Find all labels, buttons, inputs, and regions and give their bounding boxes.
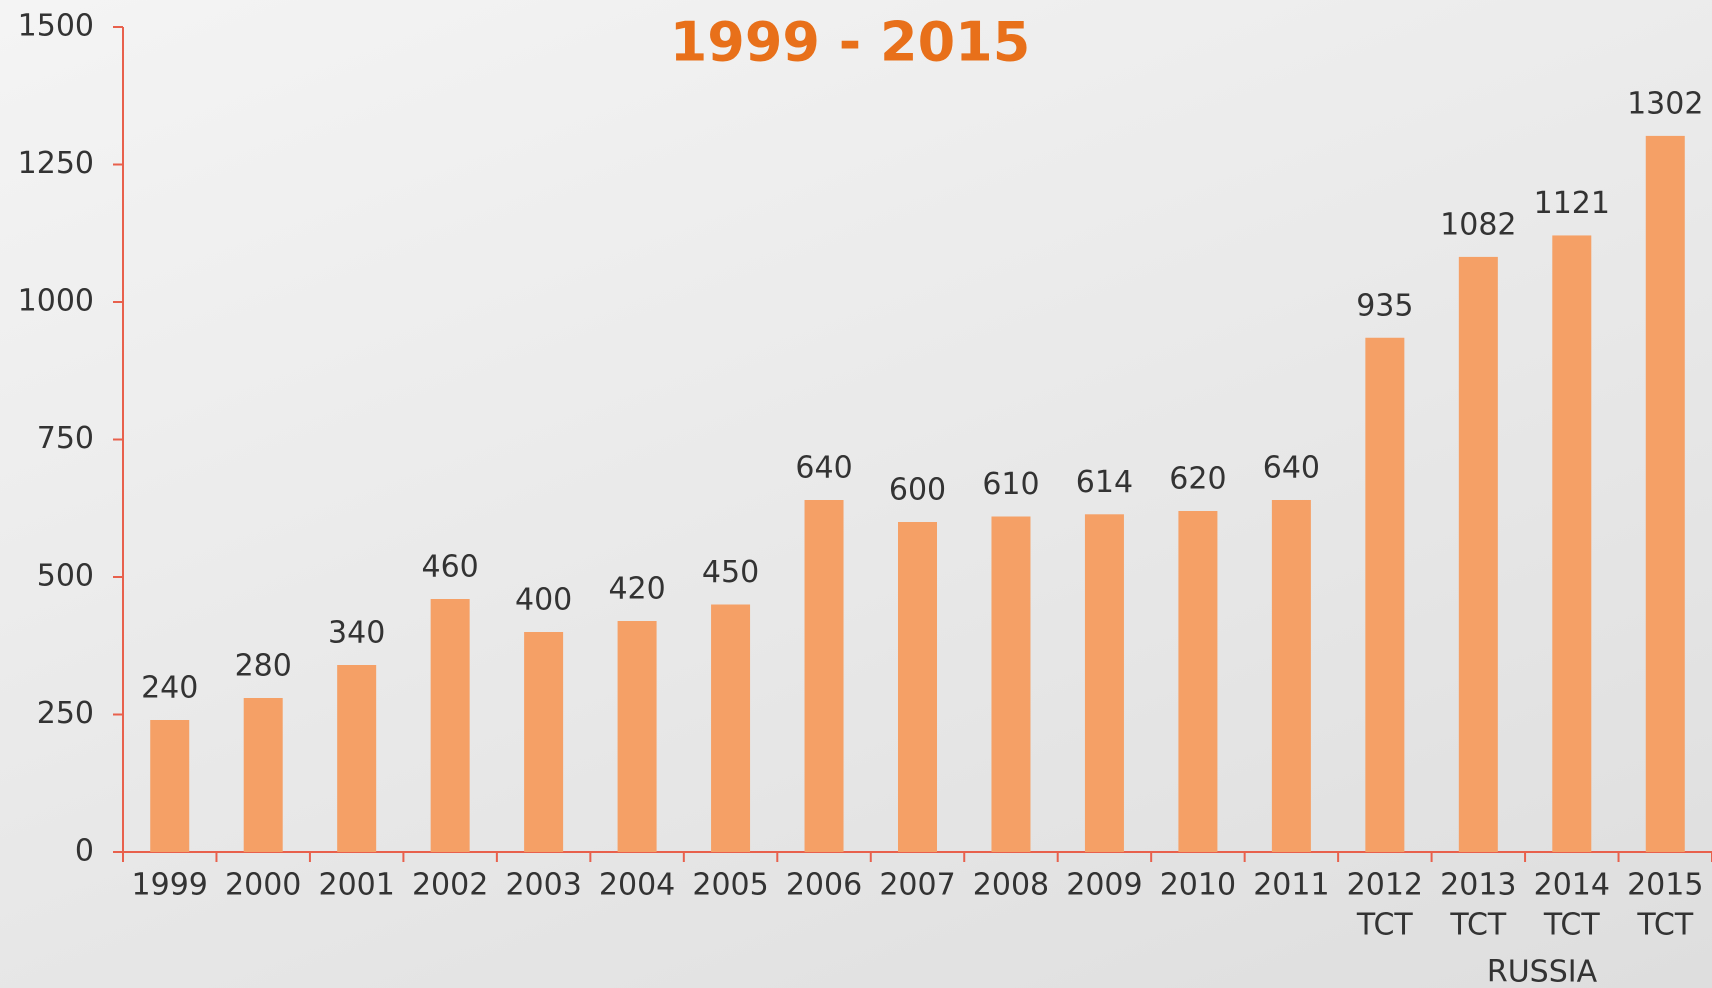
bar xyxy=(1272,500,1311,852)
bar xyxy=(431,599,470,852)
value-label: 614 xyxy=(1076,465,1133,500)
x-tick-label: 2012 xyxy=(1347,868,1423,903)
y-tick-label: 1000 xyxy=(18,284,94,319)
value-label: 640 xyxy=(1263,451,1320,486)
x-tick-label: TCT xyxy=(1449,908,1507,943)
y-tick-label: 0 xyxy=(75,834,94,869)
value-label: 640 xyxy=(795,451,852,486)
value-label: 460 xyxy=(422,550,479,585)
chart-title: 1999 - 2015 xyxy=(670,11,1031,74)
bar xyxy=(244,698,283,852)
x-tick-label: 2015 xyxy=(1627,868,1703,903)
bar xyxy=(1459,257,1498,852)
bar xyxy=(991,517,1030,853)
x-tick-label: 2007 xyxy=(879,868,955,903)
x-tick-label: 2009 xyxy=(1066,868,1142,903)
value-label: 1302 xyxy=(1627,86,1703,121)
bar xyxy=(711,605,750,853)
value-label: 400 xyxy=(515,583,572,618)
bar xyxy=(1552,235,1591,852)
x-tick-label: 2000 xyxy=(225,868,301,903)
bar xyxy=(524,632,563,852)
x-tick-label: 2013 xyxy=(1440,868,1516,903)
x-tick-label: 2005 xyxy=(692,868,768,903)
value-label: 340 xyxy=(328,616,385,651)
value-label: 1082 xyxy=(1440,207,1516,242)
x-tick-label: TCT xyxy=(1356,908,1414,943)
value-label: 610 xyxy=(982,467,1039,502)
x-tick-label: 2006 xyxy=(786,868,862,903)
bar xyxy=(1646,136,1685,852)
x-tick-label: 2003 xyxy=(505,868,581,903)
annotation: RUSSIA xyxy=(1487,955,1598,988)
bar xyxy=(1085,514,1124,852)
x-tick-label: 1999 xyxy=(132,868,208,903)
x-tick-label: 2008 xyxy=(973,868,1049,903)
bar xyxy=(1178,511,1217,852)
chart: 1999 - 2015 RUSSIA 0 250 500 750 1000 1250 150… xyxy=(0,0,1712,988)
x-tick-label: 2002 xyxy=(412,868,488,903)
x-tick-label: 2014 xyxy=(1534,868,1610,903)
x-tick-label: TCT xyxy=(1543,908,1601,943)
y-tick-label: 500 xyxy=(37,559,94,594)
value-label: 420 xyxy=(608,572,665,607)
value-label: 1121 xyxy=(1534,186,1610,221)
bar xyxy=(337,665,376,852)
bar xyxy=(898,522,937,852)
y-tick-label: 250 xyxy=(37,696,94,731)
y-tick-label: 1500 xyxy=(18,9,94,44)
value-label: 240 xyxy=(141,671,198,706)
bar xyxy=(618,621,657,852)
bar xyxy=(150,720,189,852)
value-label: 280 xyxy=(235,649,292,684)
x-tick-label: 2004 xyxy=(599,868,675,903)
x-tick-label: 2011 xyxy=(1253,868,1329,903)
value-label: 935 xyxy=(1356,288,1413,323)
bar xyxy=(1365,338,1404,852)
x-tick-label: TCT xyxy=(1636,908,1694,943)
bar xyxy=(805,500,844,852)
x-tick-label: 2001 xyxy=(318,868,394,903)
value-label: 450 xyxy=(702,555,759,590)
value-label: 600 xyxy=(889,473,946,508)
value-label: 620 xyxy=(1169,462,1226,497)
y-tick-label: 1250 xyxy=(18,146,94,181)
x-tick-label: 2010 xyxy=(1160,868,1236,903)
y-tick-label: 750 xyxy=(37,421,94,456)
